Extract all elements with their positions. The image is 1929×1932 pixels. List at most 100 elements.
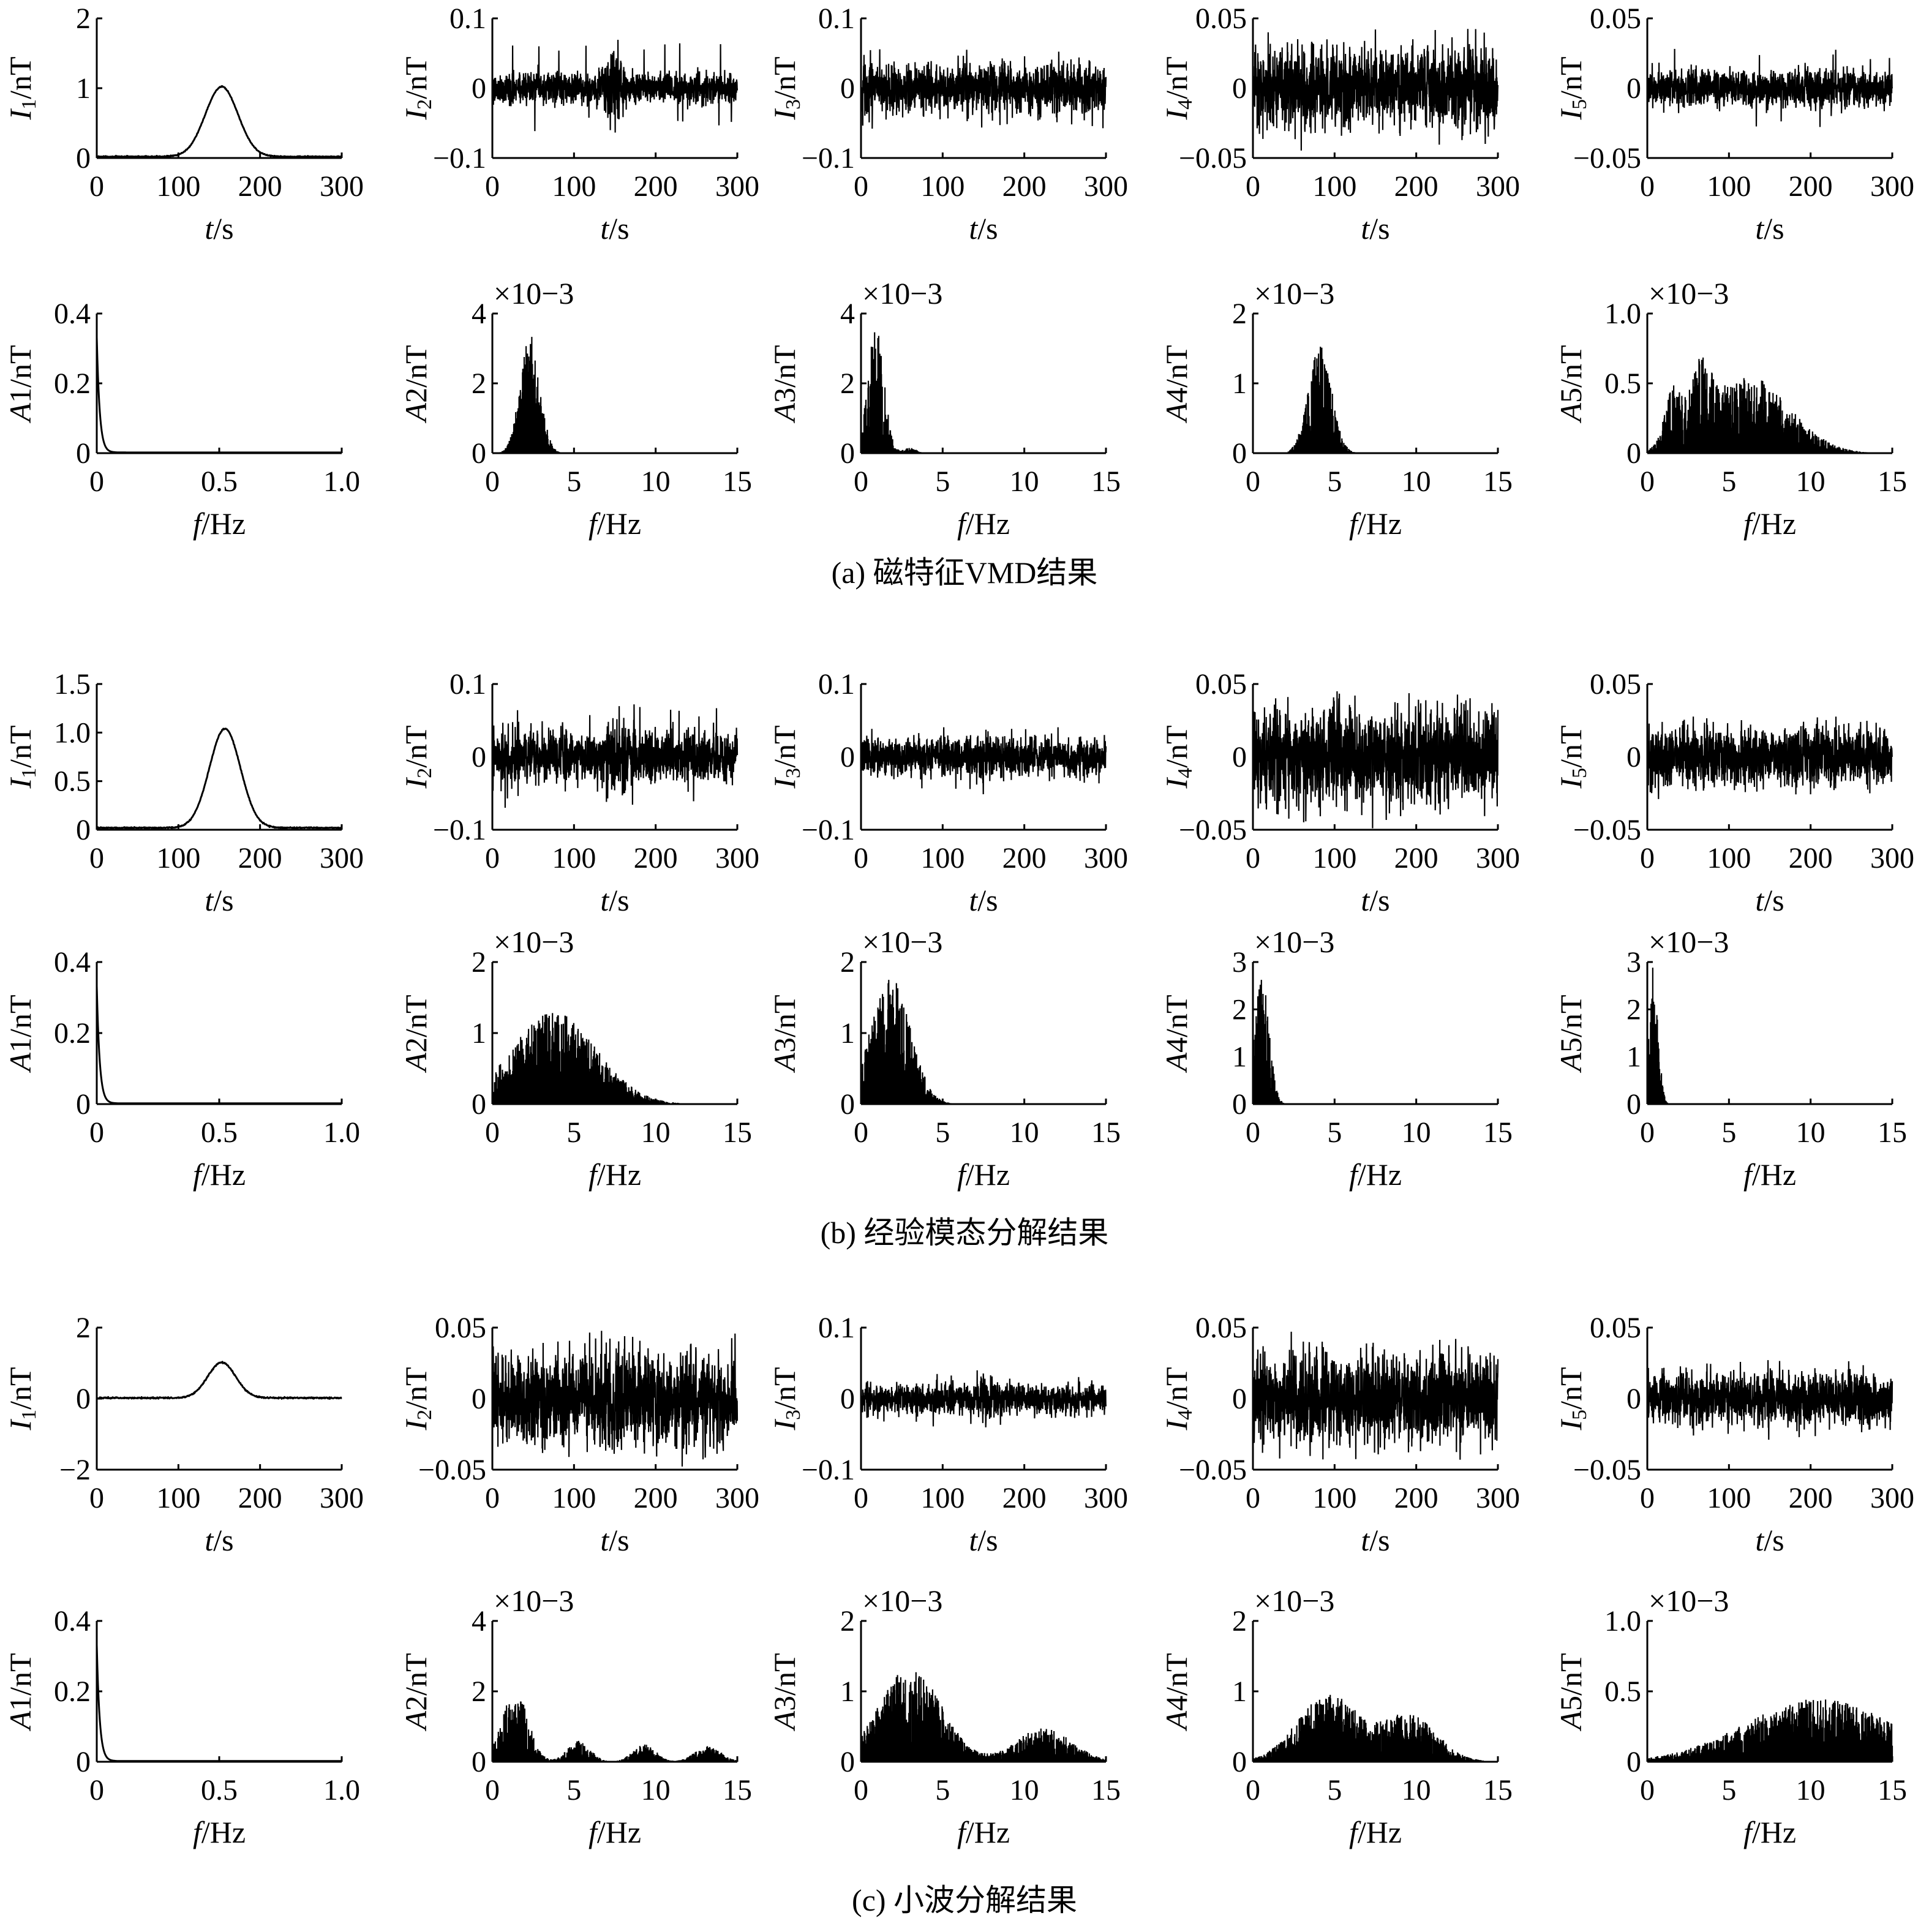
x-tick-label: 10 xyxy=(1796,1116,1826,1149)
x-tick-label: 300 xyxy=(1476,842,1520,874)
x-axis-label: t/s xyxy=(205,1523,233,1557)
y-tick-label: −0.05 xyxy=(1573,1454,1641,1486)
exponent-label: ×10−3 xyxy=(1254,276,1334,310)
x-axis-label: f/Hz xyxy=(1743,1157,1796,1192)
x-tick-label: 0.5 xyxy=(201,1116,238,1149)
x-tick-label: 200 xyxy=(238,170,282,203)
y-axis-label: I4/nT xyxy=(1159,725,1197,789)
y-tick-label: 0 xyxy=(76,437,91,470)
x-tick-label: 10 xyxy=(1796,1774,1826,1806)
y-tick-label: 0.4 xyxy=(54,946,91,979)
y-tick-label: 0 xyxy=(472,1746,486,1778)
y-axis-label: I4/nT xyxy=(1159,56,1197,120)
y-tick-label: −0.05 xyxy=(1573,814,1641,846)
x-tick-label: 0 xyxy=(1246,1774,1260,1806)
x-tick-label: 5 xyxy=(1721,1774,1736,1806)
x-tick-label: 5 xyxy=(566,1116,581,1149)
x-axis-label: t/s xyxy=(969,1523,998,1557)
x-axis-label: t/s xyxy=(1755,883,1784,917)
y-axis-label: A1/nT xyxy=(3,345,37,424)
x-tick-label: 0 xyxy=(485,1774,500,1806)
y-tick-label: 1 xyxy=(76,72,91,105)
y-tick-label: 0.1 xyxy=(818,2,855,35)
y-tick-label: −0.1 xyxy=(433,814,486,846)
spectrum-bars xyxy=(491,1701,739,1762)
y-tick-label: 0.05 xyxy=(1590,1312,1641,1344)
x-tick-label: 0 xyxy=(1640,1482,1655,1514)
y-tick-label: 0.2 xyxy=(54,1017,91,1050)
x-tick-label: 5 xyxy=(1327,1774,1342,1806)
spectrum-panel: 0 2 4 0 5 10 15 A2/nT f/Hz ×10−3 xyxy=(399,276,752,541)
x-tick-label: 200 xyxy=(1002,842,1047,874)
y-tick-label: 1 xyxy=(472,1017,486,1050)
y-axis-label: I5/nT xyxy=(1554,725,1591,789)
x-tick-label: 5 xyxy=(935,1116,950,1149)
spectrum-bars xyxy=(1646,968,1673,1104)
x-tick-label: 10 xyxy=(1402,1116,1431,1149)
subfigure-caption: (b) 经验模态分解结果 xyxy=(821,1216,1109,1250)
y-axis-label: I5/nT xyxy=(1554,1367,1591,1430)
x-axis-label: t/s xyxy=(969,211,998,246)
y-tick-label: 2 xyxy=(472,367,486,400)
x-tick-label: 15 xyxy=(1878,1116,1907,1149)
y-axis-label: I1/nT xyxy=(3,725,40,789)
y-tick-label: 0.1 xyxy=(818,668,855,701)
y-axis-label: A4/nT xyxy=(1159,345,1194,424)
exponent-label: ×10−3 xyxy=(494,925,574,959)
y-tick-label: 0.5 xyxy=(1604,1675,1641,1708)
y-tick-label: 2 xyxy=(472,946,486,979)
exponent-label: ×10−3 xyxy=(862,925,942,959)
y-tick-label: 0 xyxy=(472,1088,486,1121)
y-tick-label: 0 xyxy=(840,1746,855,1778)
y-tick-label: 0.05 xyxy=(1195,1312,1247,1344)
exponent-label: ×10−3 xyxy=(862,1584,942,1618)
y-tick-label: −0.05 xyxy=(1573,142,1641,175)
x-tick-label: 0 xyxy=(1246,465,1260,498)
x-axis-label: t/s xyxy=(1755,1523,1784,1557)
y-tick-label: −0.1 xyxy=(802,142,855,175)
y-tick-label: 0 xyxy=(840,72,855,105)
y-axis-label: A2/nT xyxy=(399,1653,433,1732)
y-tick-label: 0.4 xyxy=(54,1605,91,1637)
y-axis-label: A4/nT xyxy=(1159,1653,1194,1732)
x-tick-label: 100 xyxy=(1707,170,1751,203)
y-tick-label: 0 xyxy=(1626,741,1641,773)
y-tick-label: 3 xyxy=(1626,946,1641,979)
x-tick-label: 100 xyxy=(1707,1482,1751,1514)
x-tick-label: 0 xyxy=(1246,842,1260,874)
x-tick-label: 0 xyxy=(89,1774,104,1806)
y-axis-label: I3/nT xyxy=(767,725,805,789)
y-tick-label: 0 xyxy=(1232,1746,1247,1778)
x-tick-label: 200 xyxy=(634,842,678,874)
x-tick-label: 15 xyxy=(1091,465,1121,498)
x-tick-label: 5 xyxy=(1327,465,1342,498)
y-tick-label: 0 xyxy=(840,741,855,773)
y-axis-label: I3/nT xyxy=(767,56,805,120)
y-tick-label: 0 xyxy=(1626,72,1641,105)
x-tick-label: 15 xyxy=(1483,1116,1513,1149)
spectrum-line xyxy=(96,337,342,454)
x-tick-label: 0 xyxy=(89,842,104,874)
y-tick-label: 0 xyxy=(472,72,486,105)
x-tick-label: 10 xyxy=(1796,465,1826,498)
y-tick-label: 2 xyxy=(1232,1605,1247,1637)
subfigure-caption: (a) 磁特征VMD结果 xyxy=(832,555,1098,590)
x-axis-label: f/Hz xyxy=(193,1157,246,1192)
x-axis-label: f/Hz xyxy=(588,1815,641,1849)
y-tick-label: 0 xyxy=(1232,1383,1247,1415)
y-tick-label: 2 xyxy=(76,1312,91,1344)
x-tick-label: 10 xyxy=(1010,1116,1039,1149)
signal-trace xyxy=(1646,716,1893,799)
spectrum-panel: 0 2 4 0 5 10 15 A2/nT f/Hz ×10−3 xyxy=(399,1584,752,1849)
exponent-label: ×10−3 xyxy=(1649,276,1729,310)
signal-trace xyxy=(491,704,739,808)
x-tick-label: 15 xyxy=(1091,1116,1121,1149)
x-axis-label: t/s xyxy=(1361,883,1389,917)
x-tick-label: 200 xyxy=(1789,170,1833,203)
x-tick-label: 10 xyxy=(1010,465,1039,498)
x-tick-label: 0 xyxy=(854,842,868,874)
x-tick-label: 100 xyxy=(1312,170,1356,203)
